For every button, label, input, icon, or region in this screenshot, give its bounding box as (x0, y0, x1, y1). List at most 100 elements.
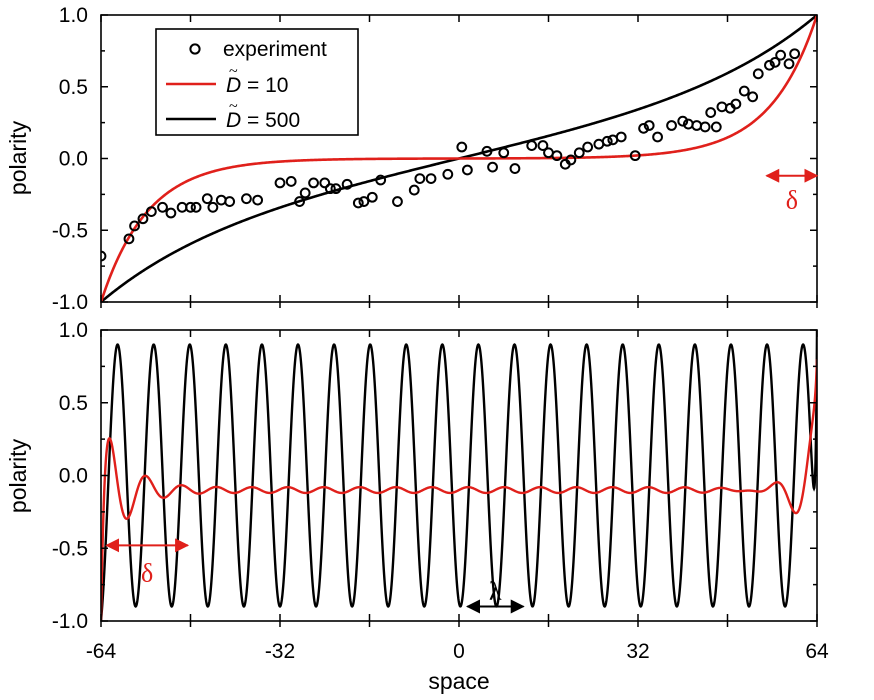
experiment-point (769, 56, 781, 68)
experiment-point (101, 250, 107, 262)
experiment-point (747, 91, 759, 103)
legend-box (155, 28, 359, 136)
legend-label-d10: D = 10 (226, 74, 288, 97)
bottom-x-tick-label: 32 (626, 640, 649, 663)
bottom-series-group (101, 330, 817, 621)
lambda-label: λ (489, 576, 502, 605)
experiment-point (341, 178, 353, 190)
experiment-point (775, 49, 787, 61)
top-series-group (101, 15, 817, 302)
experiment-point (481, 145, 493, 157)
bottom-panel: -1.0 -0.5 0.0 0.5 1.0 -64 -32 0 32 64 polarity sp… (5, 319, 829, 694)
experiment-point (526, 140, 538, 151)
top-ticks: -1.0 -0.5 0.0 0.5 1.0 (52, 4, 818, 314)
experiment-point (573, 147, 585, 159)
delta-label-top: δ (786, 186, 798, 215)
experiment-point (716, 101, 728, 113)
x-axis-label: space (428, 668, 489, 694)
top-y-tick-label: 1.0 (59, 4, 88, 27)
experiment-point (319, 177, 331, 189)
experiment-point (615, 131, 627, 143)
experiment-point (425, 173, 437, 184)
experiment-point (129, 220, 140, 232)
legend: experiment D = 10 ~ D = 500 ~ (155, 28, 359, 136)
experiment-point (752, 68, 764, 80)
bottom-y-axis-label: polarity (5, 438, 31, 513)
experiment-point (691, 120, 703, 131)
experiment-point (601, 135, 613, 147)
legend-tilde-d500: ~ (229, 98, 238, 115)
experiment-point (699, 121, 711, 133)
experiment-point (537, 140, 549, 151)
experiment-point (123, 233, 135, 245)
experiment-point (638, 122, 649, 134)
experiment-point (157, 201, 168, 213)
experiment-point (190, 201, 202, 213)
experiment-point (137, 213, 149, 225)
legend-label-experiment: experiment (223, 38, 327, 61)
experiment-point (375, 174, 387, 186)
experiment-point (408, 184, 420, 196)
bottom-x-tick-label: -64 (86, 640, 117, 663)
experiment-point (461, 164, 473, 176)
bottom-x-tick-label: -32 (265, 640, 295, 663)
experiment-point (215, 194, 227, 206)
bottom-curve-d500 (101, 330, 817, 621)
experiment-point (330, 183, 342, 195)
experiment-point (487, 161, 498, 173)
bottom-ticks: -1.0 -0.5 0.0 0.5 1.0 -64 -32 0 32 64 (52, 319, 829, 663)
top-y-tick-label: 0.0 (59, 148, 88, 171)
experiment-point (643, 120, 655, 131)
experiment-point (764, 59, 775, 71)
experiment-point (666, 120, 677, 131)
bottom-y-tick-label: 1.0 (59, 319, 88, 342)
experiment-point (252, 194, 264, 206)
experiment-point (299, 187, 311, 199)
experiment-point (294, 196, 305, 207)
top-y-axis-label: polarity (5, 120, 31, 195)
bottom-curve-d10 (101, 359, 817, 621)
experiment-point (201, 193, 213, 205)
bottom-y-tick-label: 0.5 (59, 392, 88, 415)
experiment-point (710, 121, 722, 133)
experiment-point (185, 201, 196, 213)
experiment-point (414, 173, 426, 184)
experiment-point (705, 107, 717, 118)
top-annotations: δ (765, 168, 819, 215)
top-y-tick-label: -0.5 (52, 219, 88, 242)
experiment-point (783, 58, 795, 70)
experiment-point (207, 201, 219, 213)
experiment-point (392, 196, 403, 207)
experiment-point (145, 206, 157, 217)
experiment-point (652, 131, 663, 143)
experiment-point (738, 85, 750, 97)
bottom-annotations: δ λ (105, 538, 525, 614)
experiment-point (241, 193, 252, 205)
experiment-point (442, 168, 454, 180)
bottom-y-tick-label: -0.5 (52, 537, 88, 560)
experiment-point (629, 150, 641, 162)
experiment-point (456, 141, 468, 153)
experiment-point (677, 115, 689, 127)
bottom-y-tick-label: -1.0 (52, 610, 88, 633)
experiment-point (509, 163, 521, 174)
top-curve-d10 (101, 15, 817, 302)
experiment-point (730, 98, 742, 110)
experiment-point (274, 177, 286, 189)
top-y-tick-label: 0.5 (59, 76, 88, 99)
bottom-y-tick-label: 0.0 (59, 465, 88, 488)
bottom-x-tick-label: 0 (453, 640, 465, 663)
experiment-point (285, 176, 297, 187)
experiment-point (565, 154, 577, 166)
experiment-point (358, 196, 370, 207)
legend-label-d500: D = 500 (226, 109, 300, 132)
experiment-point (789, 48, 801, 60)
experiment-point (498, 147, 510, 159)
experiment-point (366, 191, 378, 203)
legend-marker-experiment (189, 43, 201, 55)
legend-tilde-d10: ~ (229, 63, 238, 80)
experiment-point (165, 207, 177, 219)
experiment-point (324, 183, 336, 195)
experiment-point (352, 197, 364, 209)
